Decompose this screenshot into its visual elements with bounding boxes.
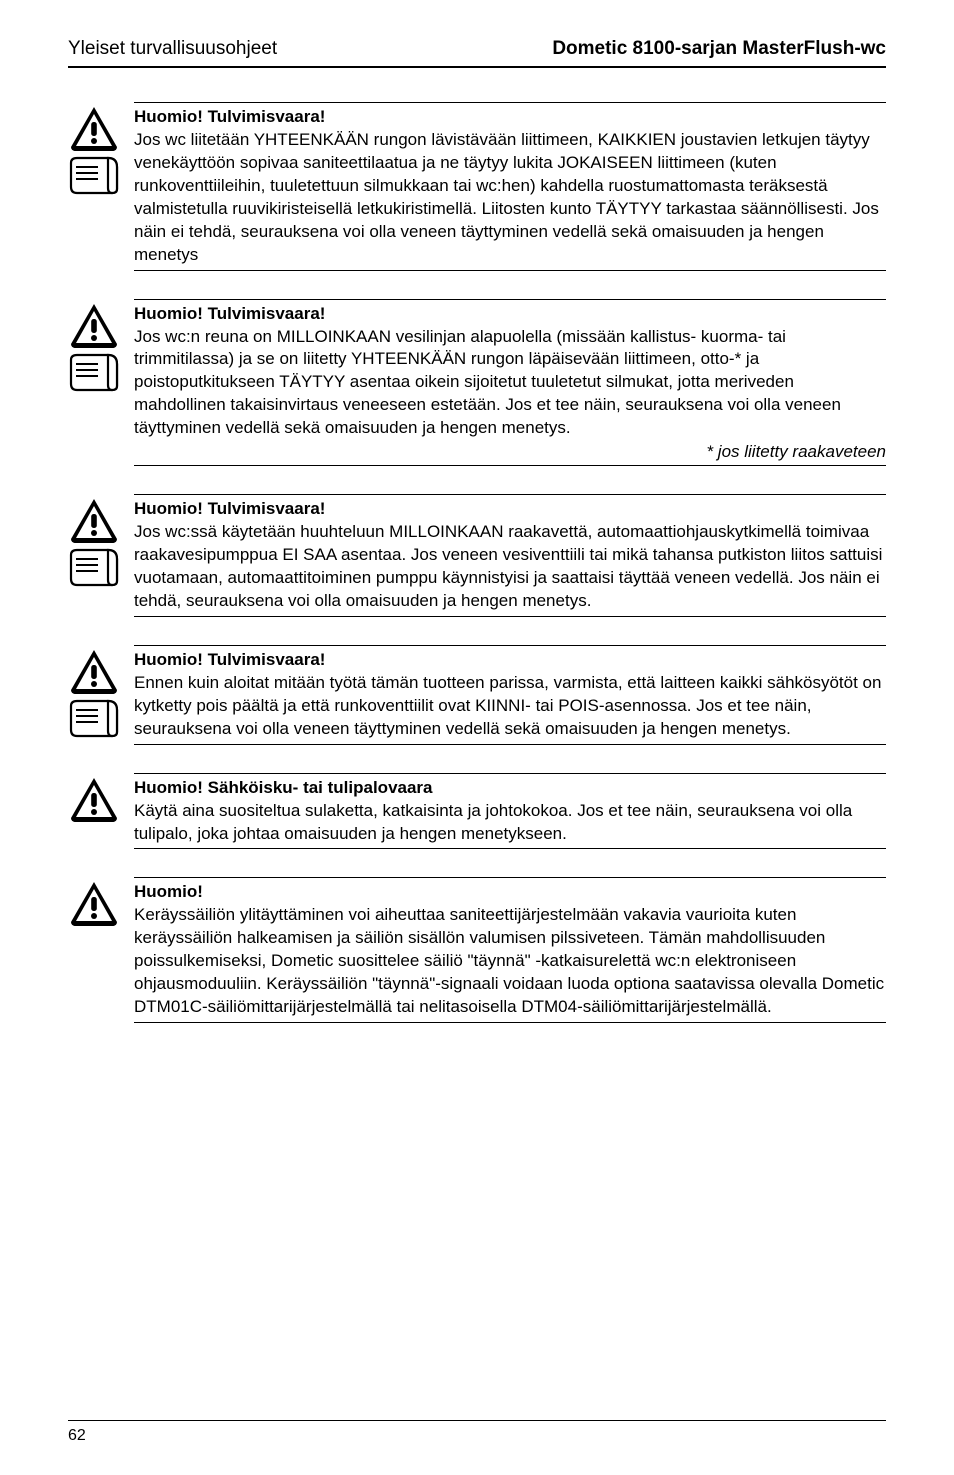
block-paragraph: Huomio! Sähköisku- tai tulipalovaara Käyt… xyxy=(134,777,886,846)
block-paragraph: Huomio! Tulvimisvaara! Jos wc:ssä käytetä… xyxy=(134,498,886,613)
icon-column xyxy=(68,102,134,195)
header-left: Yleiset turvallisuusohjeet xyxy=(68,38,277,60)
block-body-text: Käytä aina suositeltua sulaketta, katkai… xyxy=(134,801,852,843)
block-rule-bottom xyxy=(134,744,886,745)
block-rule-top xyxy=(134,299,886,300)
block-title: Huomio! Sähköisku- tai tulipalovaara xyxy=(134,778,433,797)
manual-book-icon xyxy=(68,155,120,195)
block-body-text: Keräyssäiliön ylitäyttäminen voi aiheutt… xyxy=(134,905,884,1016)
manual-book-icon xyxy=(68,547,120,587)
block-body-text: Ennen kuin aloitat mitään työtä tämän tu… xyxy=(134,673,881,738)
block-rule-top xyxy=(134,877,886,878)
block-title: Huomio! Tulvimisvaara! xyxy=(134,107,325,126)
block-body-text: Jos wc:ssä käytetään huuhteluun MILLOINK… xyxy=(134,522,882,610)
text-column: Huomio! Tulvimisvaara! Jos wc liitetään Y… xyxy=(134,102,886,271)
text-column: Huomio! Keräyssäiliön ylitäyttäminen voi … xyxy=(134,877,886,1023)
block-rule-bottom xyxy=(134,848,886,849)
block-body-text: Jos wc:n reuna on MILLOINKAAN vesilinjan… xyxy=(134,327,841,438)
warning-triangle-icon xyxy=(68,880,120,926)
block-rule-bottom xyxy=(134,1022,886,1023)
block-rule-bottom xyxy=(134,270,886,271)
block-rule-bottom xyxy=(134,465,886,466)
warning-triangle-icon xyxy=(68,776,120,822)
warning-block: Huomio! Tulvimisvaara! Ennen kuin aloitat… xyxy=(68,645,886,745)
icon-column xyxy=(68,494,134,587)
warning-block: Huomio! Tulvimisvaara! Jos wc:n reuna on … xyxy=(68,299,886,467)
warning-triangle-icon xyxy=(68,648,120,694)
warning-blocks-container: Huomio! Tulvimisvaara! Jos wc liitetään Y… xyxy=(68,102,886,1023)
manual-book-icon xyxy=(68,352,120,392)
icon-column xyxy=(68,645,134,738)
text-column: Huomio! Tulvimisvaara! Jos wc:n reuna on … xyxy=(134,299,886,467)
text-column: Huomio! Tulvimisvaara! Jos wc:ssä käytetä… xyxy=(134,494,886,617)
block-title: Huomio! Tulvimisvaara! xyxy=(134,304,325,323)
header-rule xyxy=(68,66,886,68)
warning-block: Huomio! Tulvimisvaara! Jos wc:ssä käytetä… xyxy=(68,494,886,617)
warning-triangle-icon xyxy=(68,105,120,151)
block-paragraph: Huomio! Tulvimisvaara! Jos wc:n reuna on … xyxy=(134,303,886,441)
block-title: Huomio! Tulvimisvaara! xyxy=(134,499,325,518)
warning-block: Huomio! Keräyssäiliön ylitäyttäminen voi … xyxy=(68,877,886,1023)
page-header: Yleiset turvallisuusohjeet Dometic 8100-… xyxy=(68,38,886,60)
header-right: Dometic 8100-sarjan MasterFlush-wc xyxy=(552,38,886,60)
page: Yleiset turvallisuusohjeet Dometic 8100-… xyxy=(0,0,954,1475)
icon-column xyxy=(68,773,134,822)
block-paragraph: Huomio! Tulvimisvaara! Jos wc liitetään Y… xyxy=(134,106,886,267)
icon-column xyxy=(68,877,134,926)
block-rule-bottom xyxy=(134,616,886,617)
icon-column xyxy=(68,299,134,392)
page-number: 62 xyxy=(68,1427,86,1445)
block-title: Huomio! Tulvimisvaara! xyxy=(134,650,325,669)
footer-rule xyxy=(68,1420,886,1421)
block-title: Huomio! xyxy=(134,882,203,901)
warning-triangle-icon xyxy=(68,302,120,348)
block-rule-top xyxy=(134,645,886,646)
warning-block: Huomio! Sähköisku- tai tulipalovaara Käyt… xyxy=(68,773,886,850)
block-footnote: * jos liitetty raakaveteen xyxy=(134,442,886,462)
block-paragraph: Huomio! Tulvimisvaara! Ennen kuin aloitat… xyxy=(134,649,886,741)
block-rule-top xyxy=(134,102,886,103)
block-rule-top xyxy=(134,494,886,495)
block-body-text: Jos wc liitetään YHTEENKÄÄN rungon lävis… xyxy=(134,130,879,264)
manual-book-icon xyxy=(68,698,120,738)
block-paragraph: Huomio! Keräyssäiliön ylitäyttäminen voi … xyxy=(134,881,886,1019)
warning-block: Huomio! Tulvimisvaara! Jos wc liitetään Y… xyxy=(68,102,886,271)
text-column: Huomio! Tulvimisvaara! Ennen kuin aloitat… xyxy=(134,645,886,745)
text-column: Huomio! Sähköisku- tai tulipalovaara Käyt… xyxy=(134,773,886,850)
block-rule-top xyxy=(134,773,886,774)
warning-triangle-icon xyxy=(68,497,120,543)
